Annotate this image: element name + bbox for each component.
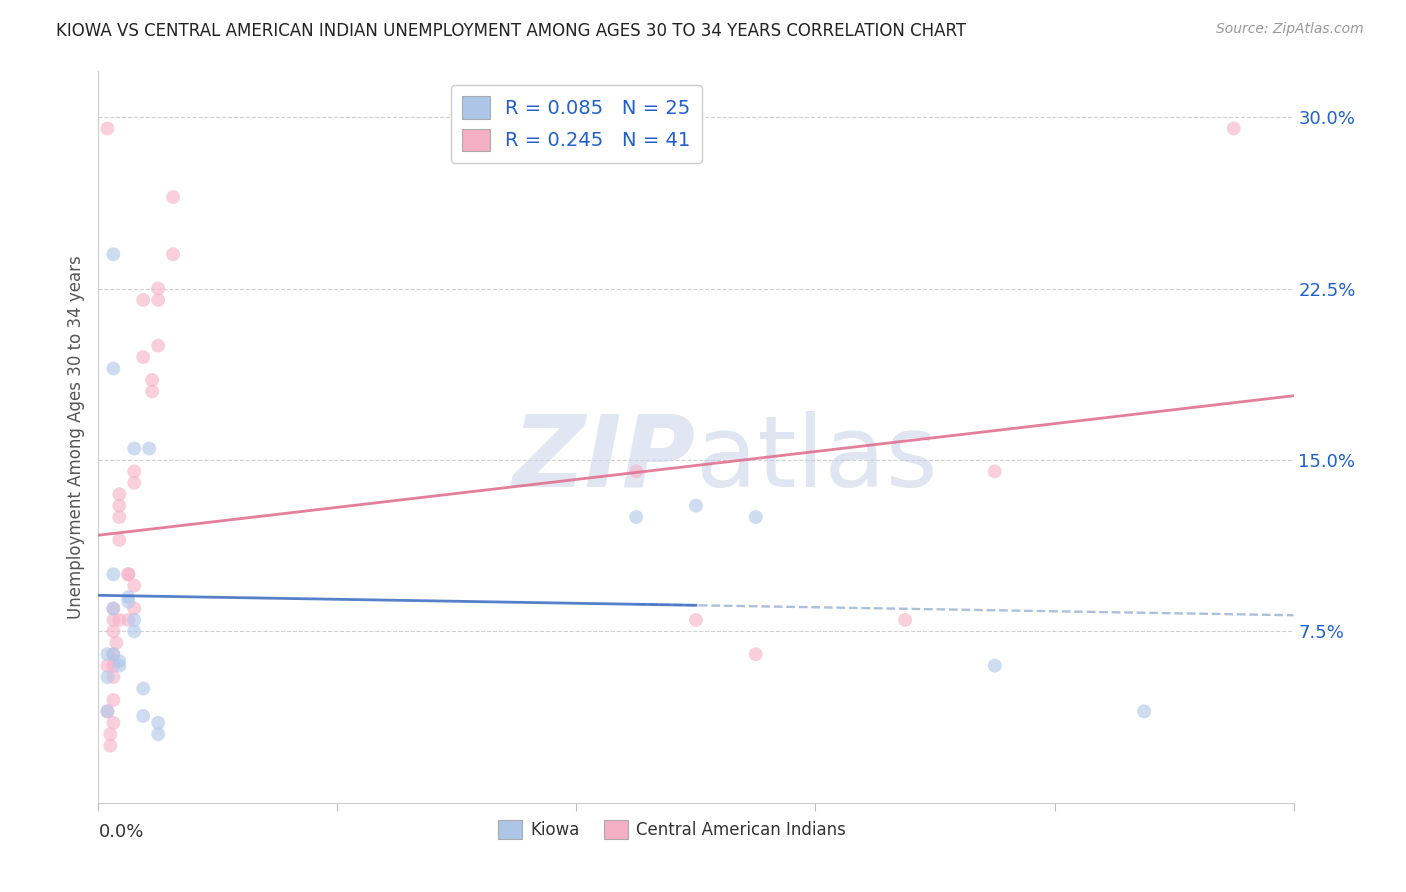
Text: KIOWA VS CENTRAL AMERICAN INDIAN UNEMPLOYMENT AMONG AGES 30 TO 34 YEARS CORRELAT: KIOWA VS CENTRAL AMERICAN INDIAN UNEMPLO… [56,22,966,40]
Point [108,487,131,501]
Point [894,613,917,627]
Point [117,595,139,609]
Legend: Kiowa, Central American Indians: Kiowa, Central American Indians [492,814,852,846]
Point [1223,121,1246,136]
Point [1133,705,1156,719]
Point [148,293,170,307]
Point [103,601,125,615]
Point [108,654,131,668]
Point [96,121,118,136]
Point [108,510,131,524]
Point [103,601,125,615]
Point [103,247,125,261]
Point [108,499,131,513]
Point [745,510,768,524]
Point [124,624,146,639]
Point [162,247,184,261]
Point [132,681,155,696]
Point [148,715,170,730]
Point [117,567,139,582]
Point [96,647,118,661]
Point [132,350,155,364]
Text: ZIP: ZIP [513,410,696,508]
Point [96,705,118,719]
Point [117,590,139,604]
Text: 0.0%: 0.0% [98,823,143,841]
Point [148,338,170,352]
Point [103,670,125,684]
Y-axis label: Unemployment Among Ages 30 to 34 years: Unemployment Among Ages 30 to 34 years [66,255,84,619]
Point [98,727,122,741]
Point [108,613,131,627]
Point [132,293,155,307]
Point [124,601,146,615]
Point [108,658,131,673]
Point [98,739,122,753]
Point [96,670,118,684]
Point [103,567,125,582]
Point [148,727,170,741]
Point [103,647,125,661]
Text: atlas: atlas [696,410,938,508]
Point [685,499,707,513]
Point [138,442,160,456]
Point [984,658,1007,673]
Point [124,442,146,456]
Point [685,613,707,627]
Point [103,693,125,707]
Point [148,281,170,295]
Point [132,709,155,723]
Point [103,361,125,376]
Point [96,658,118,673]
Point [117,613,139,627]
Point [124,475,146,490]
Point [108,533,131,547]
Point [103,715,125,730]
Point [105,636,128,650]
Point [984,464,1007,478]
Point [162,190,184,204]
Point [103,613,125,627]
Point [626,464,648,478]
Point [103,658,125,673]
Text: Source: ZipAtlas.com: Source: ZipAtlas.com [1216,22,1364,37]
Point [745,647,768,661]
Point [103,624,125,639]
Point [626,510,648,524]
Point [124,579,146,593]
Point [124,464,146,478]
Point [141,384,163,399]
Point [96,705,118,719]
Point [103,647,125,661]
Point [124,613,146,627]
Point [141,373,163,387]
Point [117,567,139,582]
